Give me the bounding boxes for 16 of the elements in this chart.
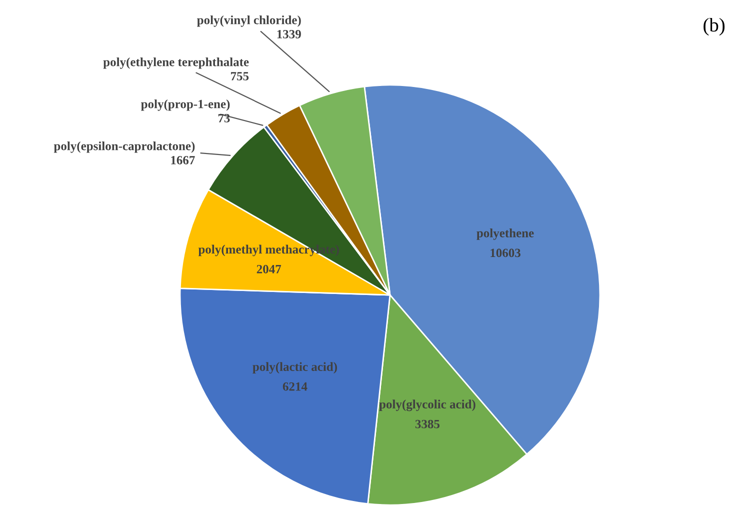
slice-label: poly(epsilon-caprolactone)	[54, 141, 195, 153]
slice-label: poly(ethylene terephthalate	[103, 57, 249, 69]
data-label: 1339	[277, 30, 301, 38]
data-label: 755	[231, 72, 249, 80]
data-label: 6214	[282, 382, 308, 391]
text: (b)	[704, 18, 725, 36]
data-label: 73	[218, 114, 230, 122]
data-label: 10603	[490, 248, 520, 258]
slice-label: poly(lactic acid)	[252, 362, 337, 374]
slice-label: poly(vinyl chloride)	[197, 15, 301, 27]
slice-label: polyethene	[476, 228, 534, 240]
slice-label: poly(prop-1-ene)	[141, 99, 230, 111]
data-label: 3385	[415, 420, 440, 428]
data-label: 2047	[256, 264, 282, 274]
data-label: 1667	[171, 156, 195, 164]
slice-label: poly(glycolic acid)	[379, 400, 476, 412]
